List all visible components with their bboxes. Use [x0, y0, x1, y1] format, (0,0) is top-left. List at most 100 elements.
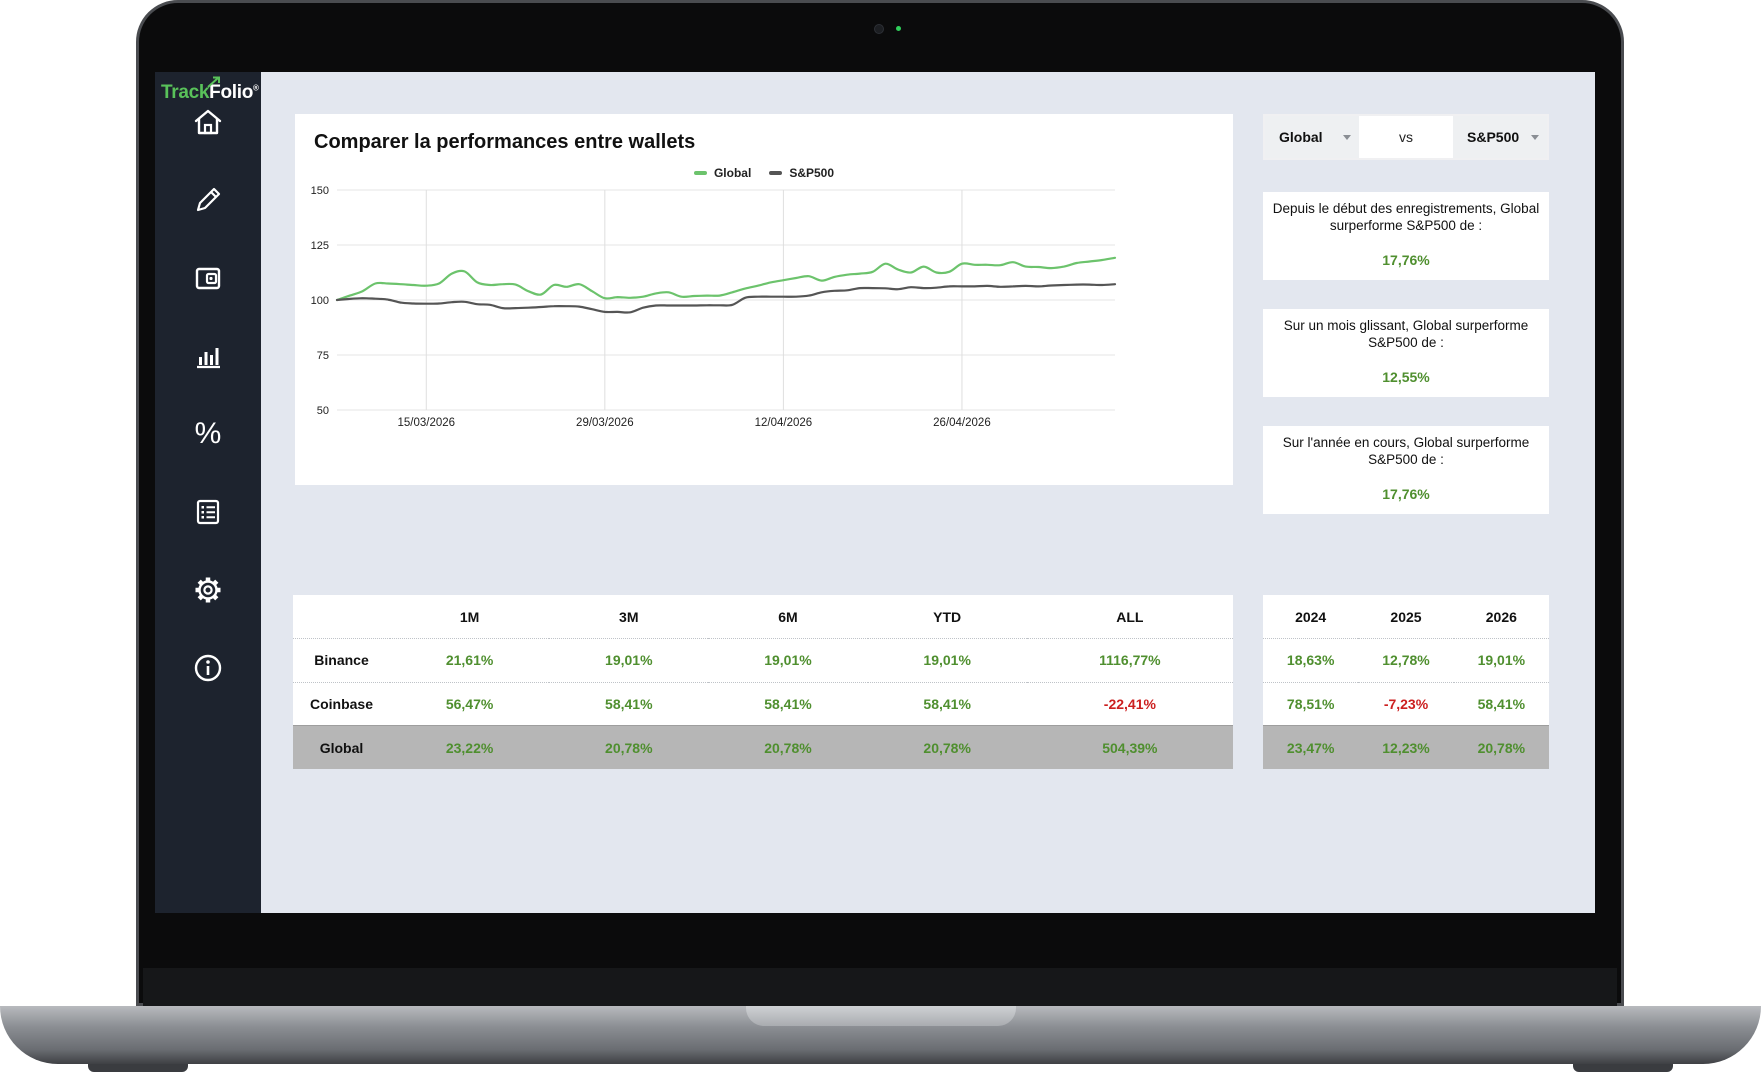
table-cell: 20,78%	[867, 725, 1027, 769]
column-header: 3M	[619, 608, 639, 625]
table-row: Binance 21,61% 19,01% 19,01% 19,01% 1116…	[293, 638, 1233, 682]
pencil-icon	[196, 187, 221, 212]
stat-value: 17,76%	[1382, 252, 1430, 268]
column-header: YTD	[933, 608, 962, 625]
column-header: ALL	[1116, 608, 1144, 625]
bar-chart-icon	[197, 348, 220, 369]
vs-label: vs	[1399, 129, 1413, 145]
sidebar-item-stats[interactable]	[188, 336, 228, 376]
table-cell: 56,47%	[390, 681, 550, 726]
row-label: Binance	[293, 638, 390, 682]
wallet-select-right-value: S&P500	[1467, 129, 1520, 145]
series-line-sp500	[335, 283, 1117, 314]
series-line-global	[335, 256, 1117, 302]
table-row: 78,51% -7,23% 58,41%	[1263, 681, 1549, 726]
table-cell: 20,78%	[549, 725, 709, 769]
sidebar-item-edit[interactable]	[188, 180, 228, 220]
column-header: 2026	[1485, 608, 1517, 625]
camera-led	[896, 26, 901, 31]
wallet-icon	[195, 267, 221, 290]
stat-value: 12,55%	[1382, 369, 1430, 385]
laptop-foot	[1573, 1064, 1673, 1072]
sidebar-item-wallet[interactable]	[188, 258, 228, 298]
legend-label-global: Global	[713, 166, 752, 180]
y-tick-label: 150	[311, 185, 329, 197]
wallet-select-right[interactable]: S&P500	[1453, 116, 1547, 158]
x-tick-label: 12/04/2026	[755, 417, 813, 429]
column-header: 6M	[778, 608, 798, 625]
stat-text: Depuis le début des enregistrements, Glo…	[1272, 201, 1540, 233]
y-tick-label: 75	[317, 350, 329, 362]
y-tick-label: 100	[311, 295, 329, 307]
table-cell: -7,23%	[1358, 681, 1454, 726]
table-row: 18,63% 12,78% 19,01%	[1263, 638, 1549, 682]
row-label: Coinbase	[293, 681, 390, 726]
y-tick-label: 50	[317, 405, 329, 417]
table-cell: 19,01%	[1453, 638, 1549, 682]
legend-swatch-global	[693, 171, 707, 175]
stat-text: Sur un mois glissant, Global surperforme…	[1283, 318, 1529, 350]
logo-arrow-icon	[207, 76, 220, 88]
logo-folio: Folio	[209, 82, 254, 103]
list-icon	[196, 499, 220, 525]
gear-icon	[195, 577, 221, 603]
table-cell: 58,41%	[867, 681, 1027, 726]
laptop-chin	[143, 968, 1617, 1006]
logo-track: Track	[161, 82, 210, 103]
table-cell: 19,01%	[549, 638, 709, 682]
table-cell: 21,61%	[390, 638, 550, 682]
performance-table: 1M 3M 6M YTD ALL Binance 21,61% 19,01% 1…	[293, 595, 1233, 769]
table-cell: 18,63%	[1263, 638, 1359, 682]
row-label: Global	[293, 725, 390, 769]
column-header	[293, 595, 390, 639]
main-content: Comparer la performances entre wallets G…	[261, 72, 1595, 913]
x-tick-label: 29/03/2026	[576, 417, 634, 429]
table-total-row: Global 23,22% 20,78% 20,78% 20,78% 504,3…	[293, 725, 1233, 769]
chart-legend: Global S&P500	[295, 166, 1233, 180]
table-cell: 23,47%	[1263, 725, 1359, 769]
stat-value: 17,76%	[1382, 486, 1430, 502]
table-total-row: 23,47% 12,23% 20,78%	[1263, 725, 1549, 769]
table-cell: 12,78%	[1358, 638, 1454, 682]
table-cell: 12,23%	[1358, 725, 1454, 769]
table-cell: 504,39%	[1026, 725, 1233, 769]
sidebar-item-list[interactable]	[188, 492, 228, 532]
legend-swatch-sp500	[769, 171, 783, 175]
compare-selector: Global vs S&P500	[1263, 114, 1549, 160]
table-cell: 1116,77%	[1026, 638, 1233, 682]
table-cell: 78,51%	[1263, 681, 1359, 726]
logo-mark: ®	[253, 83, 259, 93]
legend-item-global[interactable]: Global	[693, 166, 752, 180]
column-header: 2024	[1295, 608, 1327, 625]
line-chart: 150 125 100 75 50 15/03/2026 29/03/2026 12/04/2…	[311, 185, 1117, 429]
legend-item-sp500[interactable]: S&P500	[769, 166, 834, 180]
sidebar-item-info[interactable]	[188, 648, 228, 688]
sidebar-item-home[interactable]	[188, 102, 228, 142]
info-icon	[194, 654, 222, 682]
table-row: Coinbase 56,47% 58,41% 58,41% 58,41% -22…	[293, 681, 1233, 726]
x-tick-label: 26/04/2026	[933, 417, 991, 429]
wallet-select-left-value: Global	[1279, 129, 1323, 145]
yearly-table: 2024 2025 2026 18,63% 12,78% 19,01% 78,5…	[1263, 595, 1549, 769]
stat-card-current-year: Sur l'année en cours, Global surperforme…	[1263, 426, 1549, 514]
chevron-down-icon	[1531, 134, 1539, 140]
sidebar-item-performance[interactable]: %	[188, 414, 228, 454]
laptop-foot	[88, 1064, 188, 1072]
sidebar-item-settings[interactable]	[188, 570, 228, 610]
chart-title: Comparer la performances entre wallets	[314, 131, 696, 153]
chevron-down-icon	[1343, 134, 1351, 140]
y-tick-label: 125	[311, 240, 329, 252]
x-tick-label: 15/03/2026	[397, 417, 455, 429]
table-cell: 58,41%	[708, 681, 868, 726]
sidebar: TrackFolio®	[155, 72, 261, 913]
table-cell: 20,78%	[1453, 725, 1549, 769]
table-cell: 23,22%	[390, 725, 550, 769]
column-header: 1M	[459, 608, 480, 625]
wallet-select-left[interactable]: Global	[1265, 116, 1359, 158]
logo[interactable]: TrackFolio®	[161, 82, 259, 104]
stat-card-rolling-month: Sur un mois glissant, Global surperforme…	[1263, 309, 1549, 397]
screen: TrackFolio®	[155, 72, 1595, 913]
laptop-notch	[746, 1006, 1016, 1026]
table-cell: 58,41%	[1453, 681, 1549, 726]
